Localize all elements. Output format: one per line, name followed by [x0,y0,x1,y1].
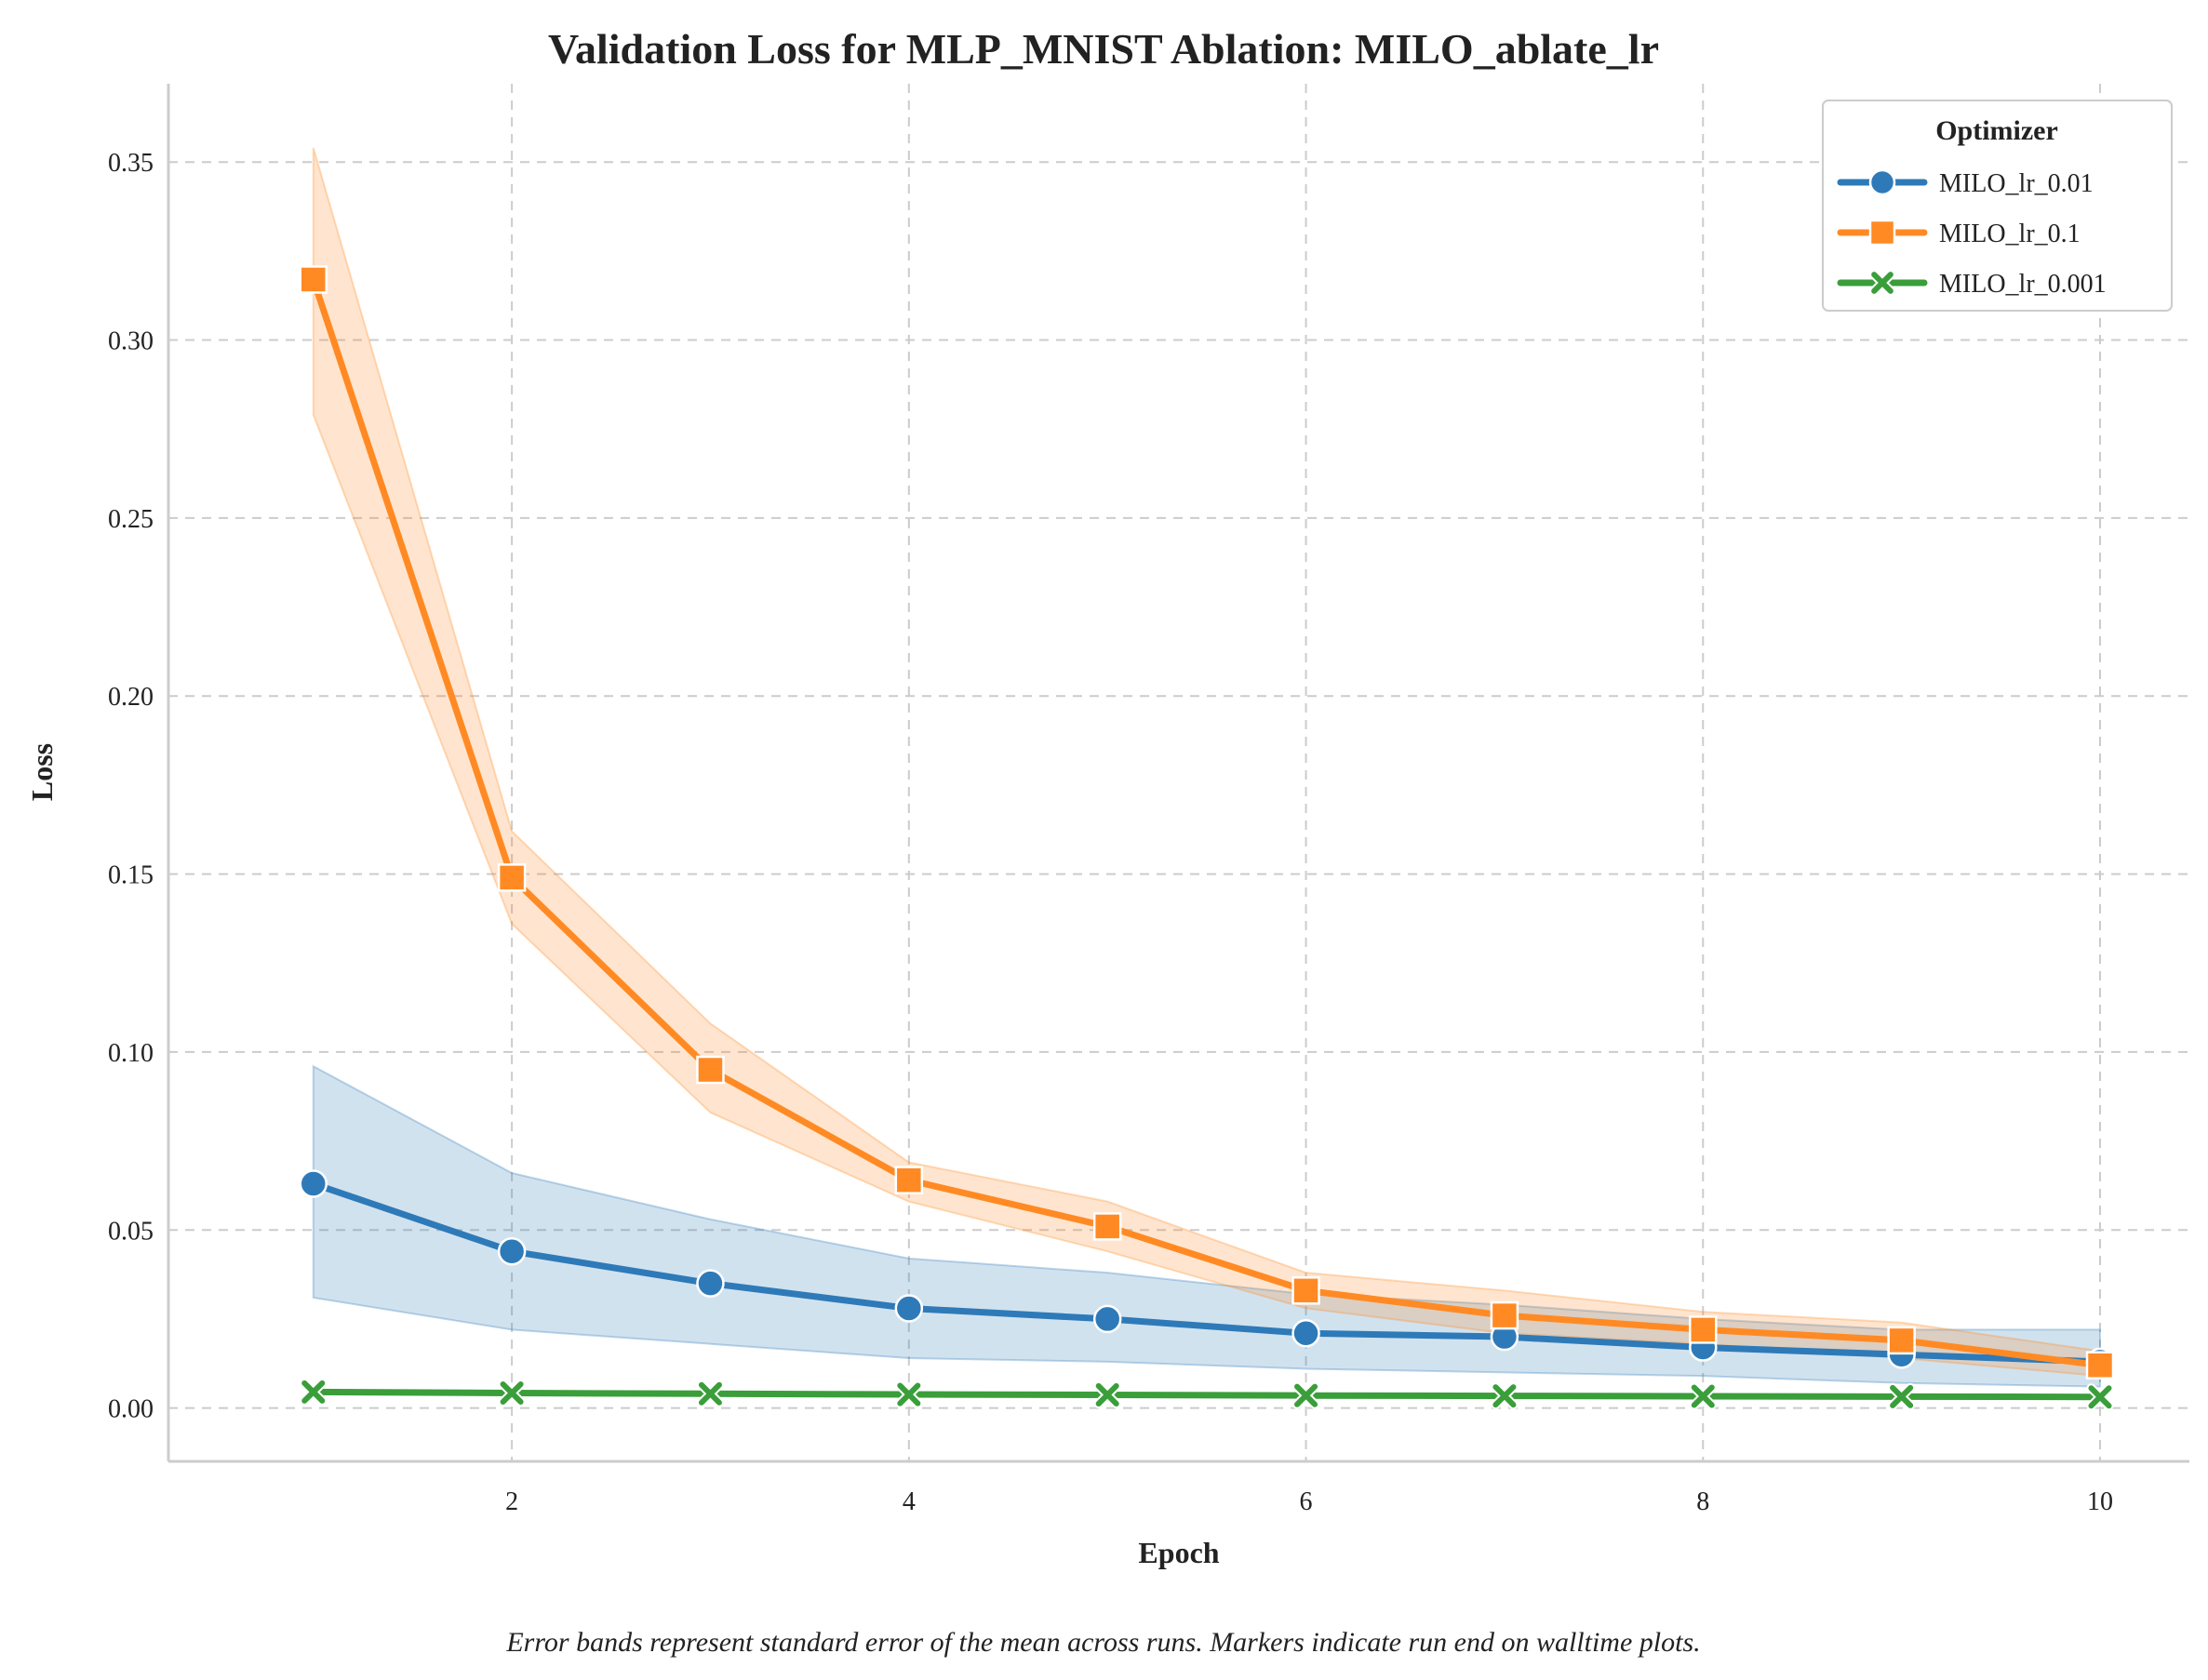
x-axis-label: Epoch [1138,1536,1219,1569]
x-tick-label: 4 [903,1487,916,1516]
series-lines [310,275,2104,1401]
y-tick-label: 0.15 [108,861,154,890]
data-point [1292,1381,1320,1409]
series-line [310,1388,2104,1401]
data-point [2086,1383,2114,1411]
x-tick-label: 8 [1696,1487,1709,1516]
y-tick-label: 0.05 [108,1217,154,1246]
data-point [1868,219,1896,247]
axes-spines [167,84,2189,1463]
caption: Error bands represent standard error of … [505,1627,1700,1658]
data-point [1291,1276,1320,1305]
y-tick-label: 0.25 [108,505,154,534]
data-point [1491,1382,1519,1410]
legend-label: MILO_lr_0.1 [1939,220,2081,248]
data-point [1093,1380,1121,1408]
data-point [300,1378,328,1406]
data-point [1689,1382,1717,1410]
data-point [1092,1212,1122,1241]
data-point [497,1236,527,1266]
series-line [310,1180,2104,1366]
data-point [696,1380,724,1407]
chart-title: Validation Loss for MLP_MNIST Ablation: … [548,25,1659,73]
x-tick-label: 6 [1300,1487,1313,1516]
data-point [1291,1318,1320,1348]
error-bands [312,147,2101,1388]
legend-label: MILO_lr_0.001 [1939,270,2107,299]
legend-item: MILO_lr_0.01 [1837,168,2094,198]
data-point [1689,1315,1718,1344]
data-point [2085,1351,2115,1380]
data-point [1490,1300,1519,1330]
error-band [312,1064,2101,1388]
legend-box [1822,100,2173,312]
legend-title: Optimizer [1935,115,2058,146]
data-point [1092,1304,1122,1334]
legend-item: MILO_lr_0.001 [1837,270,2107,299]
data-point [1888,1382,1916,1410]
series-markers [299,265,2115,1411]
data-point [498,1380,526,1407]
data-point [696,1055,725,1085]
x-tick-label: 2 [505,1487,518,1516]
y-tick-label: 0.00 [108,1395,154,1424]
grid [168,84,2189,1461]
data-point [1868,168,1896,196]
x-tick-label: 10 [2087,1487,2113,1516]
y-tick-label: 0.20 [108,683,154,712]
y-tick-label: 0.35 [108,149,154,178]
data-point [696,1269,725,1298]
y-tick-label: 0.30 [108,327,154,356]
data-point [1869,270,1895,296]
legend-item: MILO_lr_0.1 [1837,219,2081,248]
data-point [1887,1326,1916,1355]
data-point [299,1169,328,1198]
y-axis-label: Loss [25,743,59,801]
tick-labels: 2 4 6 8 10 0.00 0.05 0.10 0.15 0.20 0.25 0.30 0.35 [108,149,2113,1516]
series-line [310,275,2104,1369]
legend: Optimizer MILO_lr_0.01MILO_lr_0.1MILO_lr… [1822,100,2173,312]
legend-items: MILO_lr_0.01 MILO_lr_0.1 MILO_lr_0.001 [1837,168,2107,299]
y-tick-label: 0.10 [108,1039,154,1068]
data-point [894,1166,924,1194]
data-point [299,265,328,294]
data-point [895,1380,923,1408]
data-point [894,1294,924,1323]
data-point [497,863,527,892]
legend-label: MILO_lr_0.01 [1939,169,2094,198]
